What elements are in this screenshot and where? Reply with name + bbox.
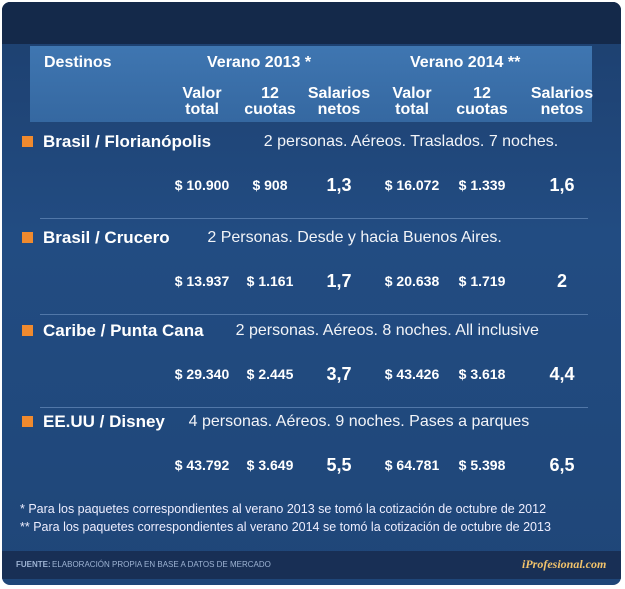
column-header: Salarios netos [307,85,371,118]
destination: Brasil / Crucero [43,228,170,247]
column-header: 12 cuotas [456,85,508,118]
value: $ 43.792 [174,457,230,473]
value: 2 [556,271,567,291]
destinations-header: Destinos [44,54,112,71]
group-header: Verano 2013 * [207,54,312,71]
header-box [30,46,592,122]
value: 6,5 [549,455,575,475]
value: $ 29.340 [174,366,230,382]
source: ELABORACIÓN PROPIA EN BASE A DATOS DE ME… [52,560,271,569]
value: 3,7 [326,364,352,384]
column-header: Valor total [392,85,432,118]
value: $ 1.339 [458,177,506,193]
value: $ 3.649 [246,457,294,473]
separator [40,407,588,408]
bullet [22,325,33,336]
column-header: Valor total [182,85,222,118]
bullet [22,136,33,147]
description: 2 personas. Aéreos. Traslados. 7 noches. [263,133,559,150]
top-band [2,2,621,44]
description: 4 personas. Aéreos. 9 noches. Pases a pa… [188,413,530,430]
description: 2 personas. Aéreos. 8 noches. All inclus… [235,322,539,339]
value: $ 20.638 [384,273,440,289]
value: 1,6 [549,175,575,195]
value: 1,3 [326,175,352,195]
value: $ 1.161 [246,273,294,289]
description: 2 Personas. Desde y hacia Buenos Aires. [207,229,502,246]
bullet [22,416,33,427]
destination: Caribe / Punta Cana [43,321,204,340]
destination: Brasil / Florianópolis [43,132,212,151]
column-header: Salarios netos [530,85,594,118]
value: $ 43.426 [384,366,440,382]
value: $ 3.618 [458,366,506,382]
group-header: Verano 2014 ** [410,54,521,71]
brand: iProfesional.com [522,557,607,571]
value: $ 5.398 [458,457,506,473]
column-header: 12 cuotas [244,85,296,118]
value: $ 1.719 [458,273,506,289]
separator [40,218,588,219]
value: $ 16.072 [384,177,440,193]
note: * Para los paquetes correspondientes al … [20,502,547,516]
value: 1,7 [326,271,352,291]
value: $ 2.445 [246,366,294,382]
value: $ 908 [252,177,288,193]
note: ** Para los paquetes correspondientes al… [20,520,551,534]
destination: EE.UU / Disney [43,412,165,431]
separator [40,314,588,315]
footer-bar: FUENTE: ELABORACIÓN PROPIA EN BASE A DAT… [2,551,621,579]
value: $ 64.781 [384,457,440,473]
bullet [22,232,33,243]
value: 4,4 [549,364,575,384]
source-label: FUENTE: [16,560,51,569]
value: $ 13.937 [174,273,230,289]
value: 5,5 [326,455,352,475]
value: $ 10.900 [174,177,230,193]
